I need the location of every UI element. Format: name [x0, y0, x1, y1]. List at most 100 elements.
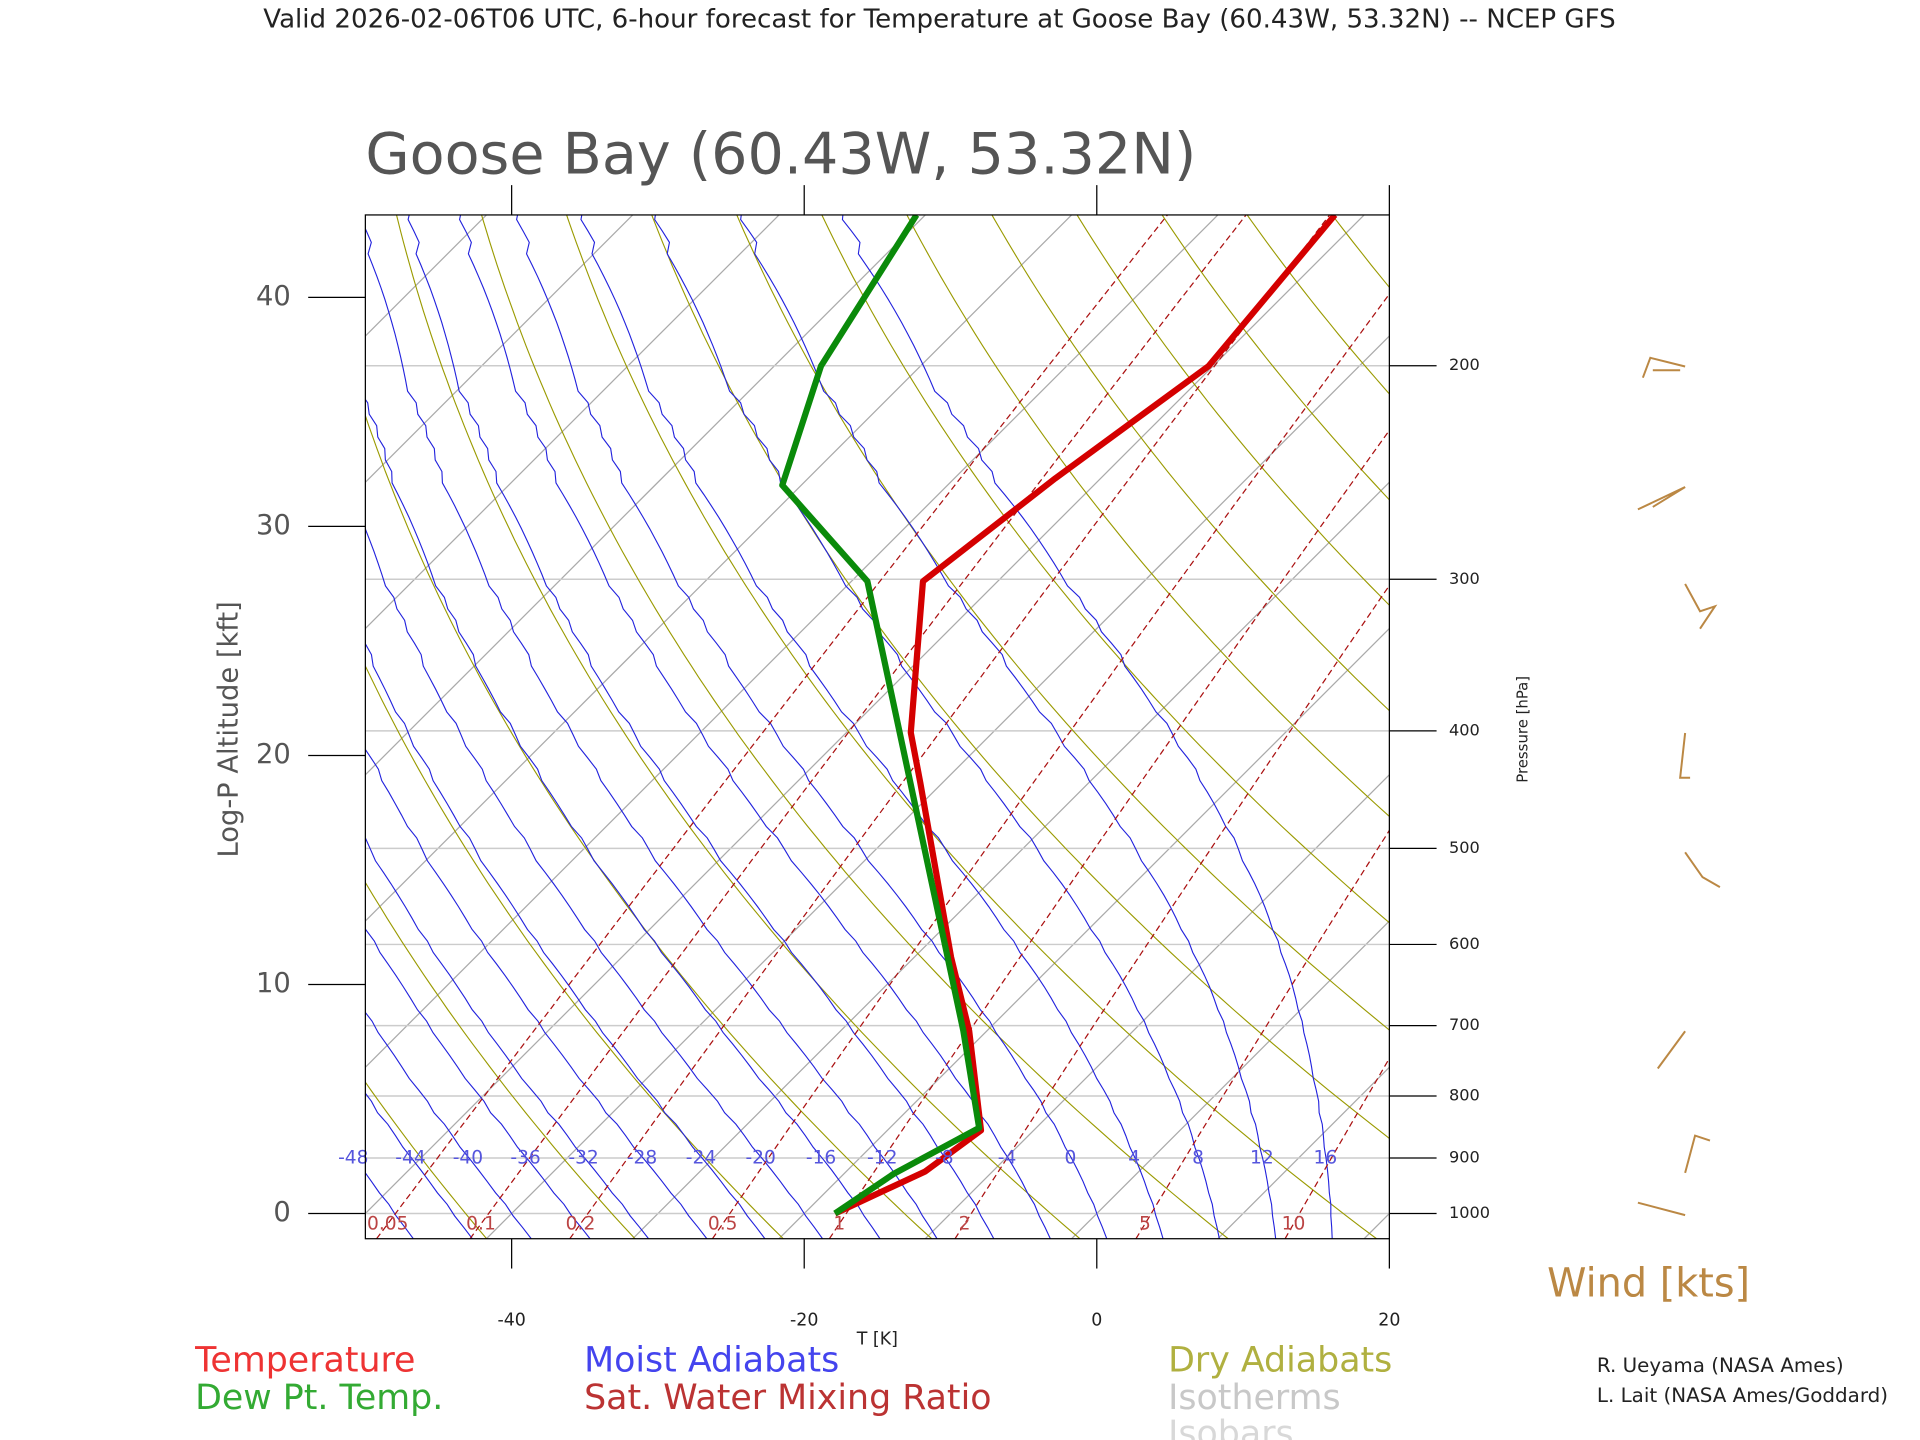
mixing-ratio-line — [469, 214, 1247, 1239]
isotherm — [0, 215, 340, 1239]
mixing-ratio-label: 0.05 — [367, 1213, 408, 1234]
dry-adiabat — [1161, 214, 1390, 501]
isotherm — [1071, 920, 1390, 1239]
dry-adiabat — [365, 664, 784, 1239]
dry-adiabat — [906, 214, 1390, 818]
moist-adiabat-label: -24 — [686, 1148, 716, 1169]
wind-barb — [1684, 851, 1721, 888]
moist-adiabat-label: -44 — [395, 1148, 425, 1169]
mixing-ratio-label: 1 — [833, 1213, 845, 1234]
moist-adiabat — [365, 642, 766, 1239]
chart-title: Valid 2026-02-06T06 UTC, 6-hour forecast… — [263, 4, 1615, 34]
legend-entry: Dry Adiabats — [1168, 1341, 1392, 1381]
legend-entry: Moist Adiabats — [584, 1341, 839, 1381]
moist-adiabat-label: 0 — [1065, 1148, 1077, 1169]
legend-entry: Sat. Water Mixing Ratio — [584, 1378, 991, 1418]
profile-line — [779, 214, 983, 1217]
y2-tick-label: 500 — [1449, 838, 1480, 857]
isotherm — [486, 335, 1390, 1239]
isotherm — [365, 214, 634, 484]
wind-barb — [1641, 356, 1686, 379]
legend-entry: Temperature — [194, 1341, 415, 1381]
mixing-ratio-label: 5 — [1139, 1213, 1151, 1234]
moist-adiabat — [841, 214, 1333, 1239]
isotherm — [924, 773, 1390, 1239]
mixing-ratio-label: 0.5 — [708, 1213, 738, 1234]
dry-adiabat — [1331, 214, 1390, 289]
moist-adiabat — [458, 214, 1051, 1239]
plot-frame — [364, 214, 1390, 1240]
x-tick-label: 20 — [1378, 1311, 1400, 1331]
isotherm — [365, 214, 926, 776]
wind-barbs — [1637, 356, 1721, 1217]
chart-subtitle: Goose Bay (60.43W, 53.32N) — [365, 121, 1196, 187]
dry-adiabat — [651, 214, 1390, 1140]
dry-adiabat — [395, 214, 1081, 1239]
isotherm — [1217, 1066, 1390, 1239]
x-axis-label: T [K] — [856, 1329, 898, 1349]
isotherm — [365, 214, 1073, 922]
moist-adiabat — [654, 214, 1220, 1239]
y2-tick-label: 400 — [1449, 720, 1480, 739]
dry-adiabat — [566, 214, 1377, 1239]
moist-adiabat-label: -20 — [745, 1148, 775, 1169]
profiles — [779, 214, 1338, 1217]
moist-adiabat-label: -40 — [453, 1148, 483, 1169]
profile-line — [833, 214, 1338, 1217]
moist-adiabat-label: -16 — [806, 1148, 836, 1169]
moist-adiabat — [365, 1011, 532, 1239]
dry-adiabat — [991, 214, 1390, 712]
dry-adiabat — [365, 881, 636, 1239]
wind-barb — [1684, 1134, 1711, 1174]
isotherm — [365, 214, 780, 630]
mixing-ratio-line — [1284, 1057, 1390, 1239]
isotherm — [0, 215, 194, 1239]
moist-adiabat — [365, 398, 881, 1239]
isotherm — [632, 481, 1390, 1239]
legend-entry: Dew Pt. Temp. — [195, 1378, 443, 1418]
legend-entry: Isotherms — [1168, 1378, 1340, 1418]
moist-adiabat — [516, 214, 1108, 1239]
y-tick-label: 0 — [273, 1197, 290, 1228]
mixing-ratio-line — [1135, 829, 1390, 1239]
dry-adiabat — [365, 1081, 488, 1239]
moist-adiabat-label: -4 — [998, 1148, 1017, 1169]
x-tick-label: -20 — [790, 1311, 818, 1331]
moist-adiabat-label: -8 — [935, 1148, 954, 1169]
dry-adiabat — [1246, 214, 1390, 395]
y2-axis-label: Pressure [hPa] — [1514, 676, 1532, 783]
y2-tick-label: 800 — [1449, 1085, 1480, 1104]
background-lines — [0, 208, 1920, 1239]
moist-adiabat — [365, 1092, 473, 1239]
mixing-ratio-label: 2 — [959, 1213, 971, 1234]
y2-tick-label: 1000 — [1449, 1203, 1490, 1222]
axes: -48 -44 -40 -36 -32 -28 -24 -20 -16 -12 -8 -4 0 4 8 12 1… — [256, 185, 1490, 1331]
wind-title: Wind [kts] — [1547, 1260, 1750, 1306]
moist-adiabat-label: 4 — [1128, 1148, 1140, 1169]
x-tick-label: -40 — [497, 1311, 525, 1331]
y2-tick-label: 700 — [1449, 1015, 1480, 1034]
moist-adiabat-label: 8 — [1192, 1148, 1204, 1169]
mixing-ratio-line — [954, 584, 1390, 1239]
y-axis-label: Log-P Altitude [kft] — [213, 601, 244, 857]
x-tick-label: 0 — [1091, 1311, 1102, 1331]
y-tick-label: 20 — [256, 739, 291, 770]
isotherm — [778, 627, 1390, 1239]
wind-barb — [1637, 486, 1686, 511]
y-tick-label: 10 — [256, 968, 291, 999]
moist-adiabat-label: -48 — [338, 1148, 368, 1169]
dry-adiabat — [1497, 208, 1920, 1239]
moist-adiabat — [580, 214, 1164, 1239]
moist-adiabat-label: -28 — [627, 1148, 657, 1169]
dry-adiabat — [1581, 208, 1920, 1239]
isotherm — [0, 215, 48, 1239]
credit: L. Lait (NASA Ames/Goddard) — [1597, 1384, 1888, 1407]
moist-adiabat-label: 16 — [1313, 1148, 1337, 1169]
moist-adiabat — [365, 227, 938, 1239]
y2-tick-label: 600 — [1449, 934, 1480, 953]
y-tick-label: 30 — [256, 510, 291, 541]
credit: R. Ueyama (NASA Ames) — [1597, 1354, 1844, 1377]
moist-adiabat — [365, 527, 824, 1239]
y2-tick-label: 900 — [1449, 1148, 1480, 1167]
